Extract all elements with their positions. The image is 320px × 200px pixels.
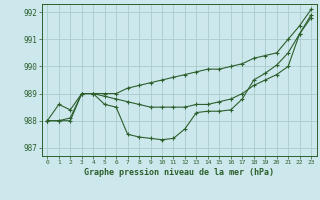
X-axis label: Graphe pression niveau de la mer (hPa): Graphe pression niveau de la mer (hPa) (84, 168, 274, 177)
